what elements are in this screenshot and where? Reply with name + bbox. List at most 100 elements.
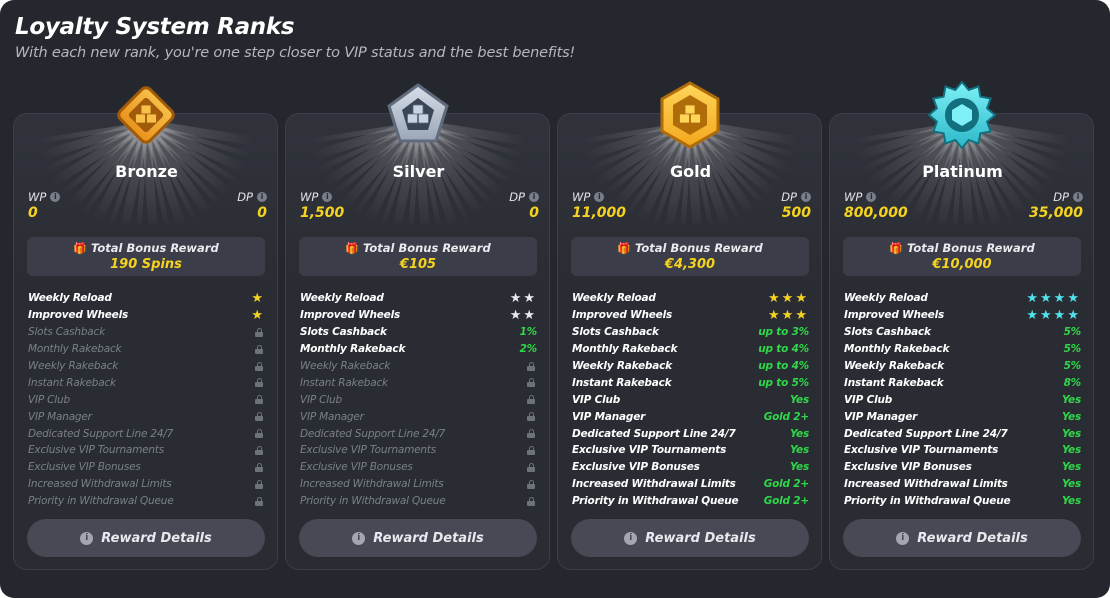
benefit-value: Yes: [789, 393, 809, 406]
benefit-label: Weekly Rakeback: [28, 360, 119, 372]
benefit-row: VIP Club: [28, 391, 265, 408]
benefit-label: Dedicated Support Line 24/7: [300, 427, 446, 440]
lock-icon: [527, 445, 535, 455]
benefit-row: Exclusive VIP Tournaments: [28, 442, 265, 459]
wp-value: 1,500: [300, 205, 345, 221]
wp-label-text: WP: [844, 190, 863, 204]
wp-value: 0: [28, 205, 38, 221]
info-icon[interactable]: i: [594, 192, 605, 202]
benefit-row: Monthly Rakeback 5%: [844, 341, 1081, 358]
dp-label-text: DP: [237, 190, 253, 204]
benefit-label: Exclusive VIP Tournaments: [844, 444, 999, 457]
benefit-label: VIP Manager: [300, 410, 364, 423]
bonus-title-text: Total Bonus Reward: [906, 241, 1035, 255]
reward-details-button[interactable]: i Reward Details: [299, 519, 537, 557]
wp-label: WP i: [572, 190, 605, 204]
benefit-value: 5%: [1063, 343, 1082, 356]
lock-icon: [255, 412, 263, 422]
info-icon[interactable]: i: [50, 192, 61, 202]
gift-icon: 🎁: [73, 241, 87, 255]
benefit-row: VIP Manager Gold 2+: [572, 408, 809, 425]
wp-label-text: WP: [572, 190, 591, 204]
wp-label: WP i: [300, 190, 333, 204]
benefit-label: Weekly Reload: [572, 292, 656, 305]
rank-card-bronze: Bronze WP i 0 DP i 0 🎁 Total Bonus Reward 190 Spi…: [13, 86, 279, 570]
reward-details-button[interactable]: i Reward Details: [27, 519, 265, 557]
benefit-row: Slots Cashback: [28, 324, 265, 341]
lock-icon: [255, 496, 263, 506]
benefit-label: Monthly Rakeback: [28, 343, 122, 356]
benefit-row: VIP Manager: [28, 408, 265, 425]
bonus-value: 190 Spins: [110, 257, 182, 272]
rank-name: Bronze: [115, 162, 178, 181]
lock-icon: [527, 462, 535, 472]
lock-icon: [255, 395, 263, 405]
bonus-value: €105: [399, 257, 437, 272]
lock-icon: [527, 496, 535, 506]
benefit-row: Priority in Withdrawal Queue Yes: [844, 493, 1081, 510]
reward-details-button[interactable]: i Reward Details: [571, 519, 809, 557]
bonus-title: 🎁 Total Bonus Reward: [27, 241, 265, 255]
benefit-label: Improved Wheels: [572, 309, 673, 322]
benefit-value: Yes: [1061, 461, 1081, 474]
star-rating-icon: ★★: [509, 307, 537, 323]
benefits-list: Weekly Reload ★ Improved Wheels ★ Slots Cash…: [28, 290, 265, 510]
benefit-value: Yes: [1061, 495, 1081, 508]
benefit-label: Weekly Rakeback: [572, 360, 672, 372]
benefit-row: Instant Rakeback up to 5%: [572, 374, 809, 391]
benefit-label: Exclusive VIP Bonuses: [28, 461, 141, 474]
reward-details-button[interactable]: i Reward Details: [843, 519, 1081, 557]
benefit-value: Yes: [1061, 478, 1081, 491]
benefit-row: Exclusive VIP Bonuses: [28, 459, 265, 476]
benefit-label: Weekly Rakeback: [844, 360, 944, 372]
silver-badge-icon: [383, 80, 453, 150]
info-icon: i: [80, 531, 94, 545]
benefit-label: Exclusive VIP Bonuses: [844, 461, 972, 474]
gift-icon: 🎁: [617, 241, 631, 255]
benefit-label: Priority in Withdrawal Queue: [844, 495, 1011, 508]
benefit-label: Monthly Rakeback: [300, 343, 406, 356]
info-icon[interactable]: i: [257, 192, 267, 202]
dp-label-text: DP: [509, 190, 525, 204]
benefit-label: Improved Wheels: [300, 309, 401, 322]
info-icon[interactable]: i: [529, 192, 539, 202]
lock-icon: [255, 479, 263, 489]
benefit-row: VIP Club Yes: [572, 391, 809, 408]
benefit-label: Monthly Rakeback: [844, 343, 950, 356]
lock-icon: [255, 445, 263, 455]
rank-card-platinum: Platinum WP i 800,000 DP i 35,000 🎁 Total Bonus …: [829, 80, 1095, 570]
benefits-list: Weekly Reload ★★★ Improved Wheels ★★★ Slots …: [572, 290, 809, 510]
wp-value: 11,000: [572, 205, 627, 221]
benefit-label: Increased Withdrawal Limits: [844, 478, 1008, 491]
benefit-row: Monthly Rakeback: [28, 341, 265, 358]
benefit-row: Exclusive VIP Tournaments Yes: [572, 442, 809, 459]
benefit-value: 2%: [519, 343, 538, 356]
rank-card-gold: Gold WP i 11,000 DP i 500 🎁 Total Bonus Reward €4…: [557, 81, 823, 570]
benefit-label: Dedicated Support Line 24/7: [572, 427, 736, 440]
benefit-row: Exclusive VIP Bonuses Yes: [844, 459, 1081, 476]
bonus-title: 🎁 Total Bonus Reward: [571, 241, 809, 255]
benefit-label: Dedicated Support Line 24/7: [844, 427, 1008, 440]
total-bonus-box: 🎁 Total Bonus Reward 190 Spins: [27, 237, 265, 276]
lock-icon: [255, 462, 263, 472]
rank-name: Platinum: [922, 162, 1003, 181]
reward-details-label: Reward Details: [101, 530, 212, 546]
star-rating-icon: ★★★★: [1026, 307, 1081, 323]
benefit-label: Instant Rakeback: [28, 376, 116, 389]
info-icon[interactable]: i: [322, 192, 333, 202]
star-rating-icon: ★★★: [768, 290, 809, 306]
star-rating-icon: ★★★★: [1026, 290, 1081, 306]
benefit-value: Gold 2+: [763, 410, 810, 423]
benefit-label: Slots Cashback: [300, 326, 387, 339]
benefit-row: Weekly Reload ★★★★: [844, 290, 1081, 307]
info-icon[interactable]: i: [866, 192, 877, 202]
info-icon[interactable]: i: [1073, 192, 1083, 202]
benefit-label: VIP Club: [572, 393, 621, 406]
benefit-value: Yes: [789, 444, 809, 457]
benefit-row: Priority in Withdrawal Queue: [300, 493, 537, 510]
info-icon[interactable]: i: [801, 192, 811, 202]
reward-details-label: Reward Details: [917, 530, 1028, 546]
wp-label-text: WP: [28, 190, 47, 204]
benefit-row: Increased Withdrawal Limits: [28, 476, 265, 493]
benefit-row: Dedicated Support Line 24/7 Yes: [844, 425, 1081, 442]
